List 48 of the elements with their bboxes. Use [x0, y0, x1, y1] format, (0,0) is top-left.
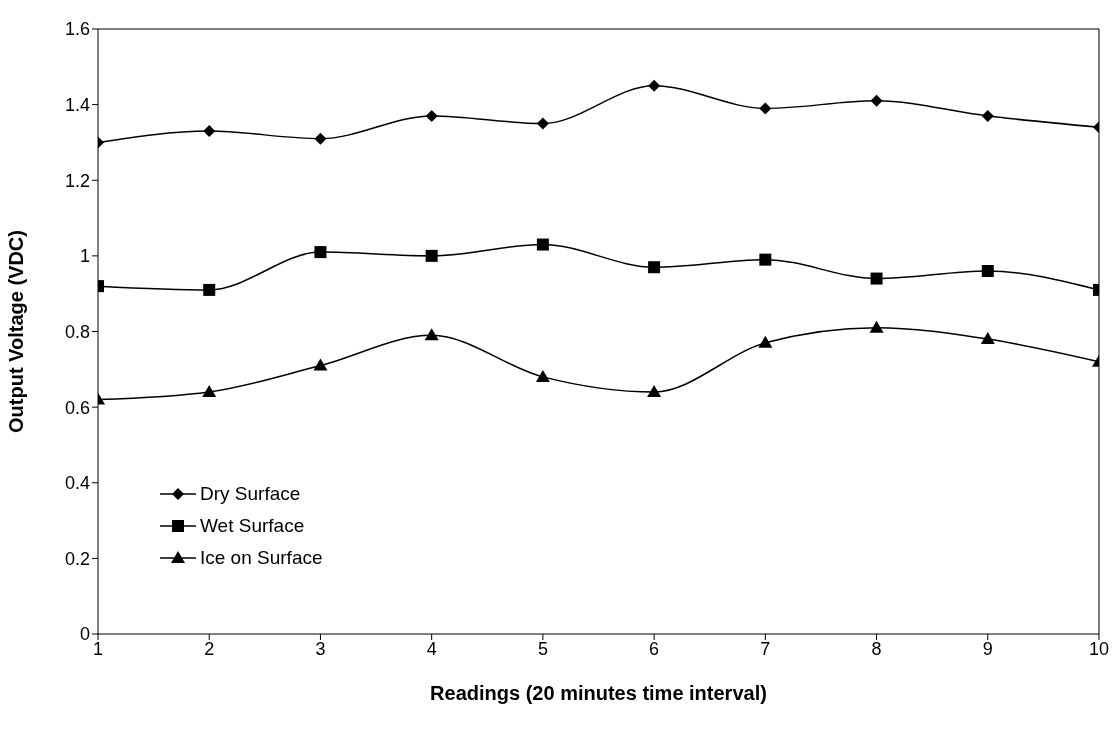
point: [980, 332, 995, 345]
y-tick-label: 0.4: [64, 473, 90, 494]
x-tick-label: 9: [982, 638, 993, 659]
point: [870, 94, 883, 107]
x-tick-label: 5: [537, 638, 548, 659]
point: [758, 335, 773, 348]
point: [314, 246, 327, 259]
point: [981, 265, 994, 277]
point: [647, 385, 662, 397]
point: [981, 109, 994, 122]
point: [424, 328, 439, 341]
y-tick-label: 1.4: [64, 95, 90, 116]
point: [314, 132, 327, 145]
x-tick-label: 3: [315, 638, 326, 659]
legend-label: Ice on Surface: [200, 547, 323, 569]
point: [648, 261, 661, 274]
y-tick-label: 1.6: [64, 19, 90, 40]
point: [536, 238, 549, 251]
y-tick-label: 0: [79, 624, 90, 645]
x-tick-label: 2: [204, 638, 215, 659]
point: [759, 253, 772, 266]
y-tick-label: 0.6: [64, 397, 90, 418]
x-tick-label: 6: [649, 638, 660, 659]
legend-label: Dry Surface: [200, 483, 301, 505]
x-tick-label: 10: [1088, 638, 1110, 659]
point: [425, 109, 438, 122]
point: [869, 320, 884, 333]
point: [313, 358, 328, 371]
point: [535, 369, 550, 382]
y-axis-title: Output Voltage (VDC): [5, 230, 28, 433]
point: [202, 385, 217, 397]
y-tick-label: 1.2: [64, 170, 90, 191]
x-tick-label: 1: [92, 638, 104, 659]
y-tick-label: 1: [79, 246, 90, 267]
point: [648, 79, 661, 92]
y-tick-label: 0.8: [64, 321, 90, 342]
y-tick-label: 0.2: [64, 548, 90, 569]
x-tick-label: 4: [426, 638, 437, 659]
legend-label: Wet Surface: [200, 515, 305, 537]
point: [759, 102, 772, 115]
x-tick-label: 8: [871, 638, 882, 659]
point: [203, 125, 216, 138]
point: [536, 117, 549, 130]
x-tick-label: 7: [760, 638, 771, 659]
point: [425, 249, 438, 262]
point: [203, 283, 216, 296]
point: [870, 272, 883, 285]
x-axis-title: Readings (20 minutes time interval): [430, 682, 767, 704]
